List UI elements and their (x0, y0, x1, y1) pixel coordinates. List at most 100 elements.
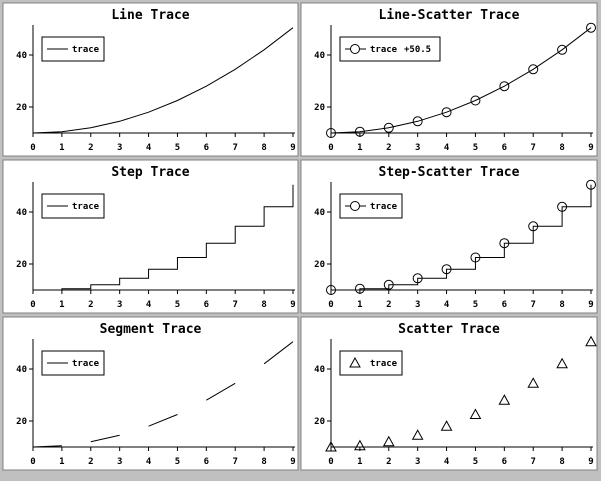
chart-panel: Step-Scatter Trace 0 1 2 3 4 5 6 7 8 9 20 40 trace (300, 159, 598, 314)
data-point-triangle (411, 429, 424, 440)
x-tick-label: 3 (117, 143, 122, 153)
y-tick-label: 40 (16, 51, 27, 61)
x-tick-label: 3 (415, 143, 420, 153)
x-tick-label: 3 (117, 457, 122, 467)
chart-title: Line Trace (111, 8, 189, 23)
y-tick-label: 20 (314, 417, 325, 427)
data-point-circle (528, 221, 539, 232)
x-tick-label: 4 (146, 143, 152, 153)
x-tick-label: 6 (204, 300, 209, 310)
legend-box (339, 350, 403, 376)
chart-title: Step-Scatter Trace (379, 165, 520, 180)
x-tick-label: 1 (357, 300, 362, 310)
legend-marker (350, 44, 360, 54)
chart-panel: Segment Trace 0 1 2 3 4 5 6 7 8 9 20 40 trace (2, 316, 299, 471)
x-tick-label: 6 (502, 457, 507, 467)
series-segment (263, 341, 294, 365)
x-tick-label: 6 (204, 457, 209, 467)
data-point-triangle (556, 357, 568, 369)
chart-title: Step Trace (111, 165, 189, 180)
y-tick-label: 20 (314, 103, 325, 113)
legend-extra-label: +50.5 (404, 45, 431, 55)
series-segment (90, 434, 120, 443)
x-tick-label: 7 (531, 457, 536, 467)
x-tick-label: 1 (357, 143, 362, 153)
data-point-circle (441, 107, 452, 118)
x-tick-label: 8 (559, 457, 564, 467)
x-tick-label: 5 (473, 143, 478, 153)
x-tick-label: 9 (290, 457, 295, 467)
y-tick-label: 20 (16, 260, 27, 270)
x-tick-label: 8 (559, 143, 564, 153)
x-tick-label: 2 (88, 300, 93, 310)
x-tick-label: 7 (233, 457, 238, 467)
x-tick-label: 9 (588, 457, 593, 467)
data-point-triangle (527, 377, 540, 388)
x-tick-label: 0 (30, 457, 35, 467)
panel-frame (2, 316, 299, 471)
series-segment (32, 445, 62, 448)
data-point-circle (499, 81, 510, 92)
x-tick-label: 0 (30, 300, 35, 310)
y-tick-label: 40 (16, 208, 27, 218)
data-point-circle (557, 201, 568, 212)
panel-frame (300, 316, 598, 471)
y-tick-label: 40 (314, 365, 325, 375)
data-point-triangle (354, 439, 366, 451)
data-point-circle (528, 64, 539, 75)
legend-label: trace (370, 45, 398, 55)
x-tick-label: 1 (59, 143, 64, 153)
x-tick-label: 7 (233, 300, 238, 310)
legend-label: trace (72, 359, 100, 369)
series-line (32, 27, 294, 134)
series-step-line (33, 184, 294, 291)
x-tick-label: 2 (88, 457, 93, 467)
y-tick-label: 40 (314, 51, 325, 61)
x-tick-label: 7 (531, 143, 536, 153)
y-tick-label: 20 (16, 103, 27, 113)
x-tick-label: 3 (415, 300, 420, 310)
data-point-triangle (440, 420, 453, 431)
x-tick-label: 0 (328, 457, 333, 467)
x-tick-label: 6 (204, 143, 209, 153)
x-tick-label: 9 (588, 300, 593, 310)
x-tick-label: 4 (444, 300, 450, 310)
series-segment (206, 382, 236, 401)
x-tick-label: 3 (415, 457, 420, 467)
y-tick-label: 20 (314, 260, 325, 270)
data-point-circle (354, 283, 365, 294)
x-tick-label: 0 (30, 143, 35, 153)
chart-panel: Scatter Trace 0 1 2 3 4 5 6 7 8 9 20 40 trace (300, 316, 598, 471)
x-tick-label: 5 (175, 300, 180, 310)
y-tick-label: 20 (16, 417, 27, 427)
x-tick-label: 8 (261, 300, 266, 310)
legend-box (41, 36, 105, 62)
data-point-circle (412, 116, 423, 127)
chart-panel: Line Trace 0 1 2 3 4 5 6 7 8 9 20 40 trace (2, 2, 299, 157)
x-tick-label: 0 (328, 143, 333, 153)
x-tick-label: 4 (146, 300, 152, 310)
chart-title: Scatter Trace (398, 322, 500, 337)
y-tick-label: 40 (16, 365, 27, 375)
panel-frame (300, 159, 598, 314)
legend-marker (349, 356, 361, 368)
x-tick-label: 5 (175, 143, 180, 153)
series-line (330, 27, 592, 134)
legend-label: trace (370, 359, 398, 369)
chart-title: Line-Scatter Trace (379, 8, 520, 23)
x-tick-label: 2 (386, 300, 391, 310)
x-tick-label: 9 (588, 143, 593, 153)
data-point-circle (412, 273, 423, 284)
x-tick-label: 1 (59, 457, 64, 467)
x-tick-label: 6 (502, 143, 507, 153)
x-tick-label: 5 (473, 300, 478, 310)
chart-title: Segment Trace (100, 322, 202, 337)
x-tick-label: 0 (328, 300, 333, 310)
data-point-circle (354, 126, 365, 137)
data-point-circle (326, 128, 336, 138)
data-point-triangle (382, 435, 395, 447)
data-point-circle (470, 252, 481, 263)
series-segment (148, 414, 178, 427)
x-tick-label: 8 (261, 143, 266, 153)
